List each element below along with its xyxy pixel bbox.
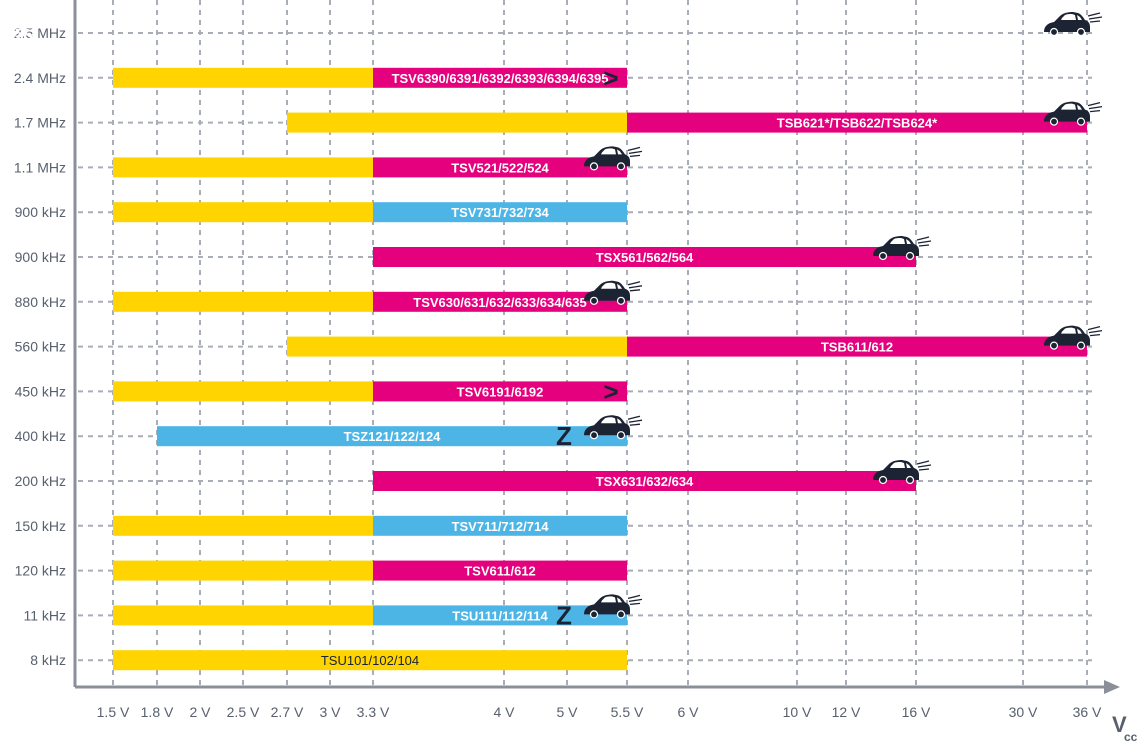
bar-part-label: TSV731/732/734 <box>451 205 549 220</box>
bar-low-voltage <box>113 291 373 312</box>
y-tick-label: 450 kHz <box>15 383 66 399</box>
bar-standard <box>373 291 627 312</box>
bar-part-label: TSV611/612 <box>464 564 536 579</box>
x-tick-label: 5 V <box>556 704 578 720</box>
bar-low-voltage <box>287 112 627 133</box>
bar-part-label: TSV521/522/524 <box>451 160 549 175</box>
bar-standard <box>627 336 1087 357</box>
bar-standard <box>373 247 916 267</box>
bar-part-label: TSB611/612 <box>821 340 893 355</box>
bar-standard <box>373 157 627 178</box>
automotive-car-icon <box>583 280 643 305</box>
bar-low-voltage <box>113 560 373 581</box>
bar-nano-power <box>373 605 627 626</box>
bar-part-label: TSV711/712/714 <box>452 519 550 534</box>
bar-standard <box>373 471 916 491</box>
x-tick-label: 16 V <box>902 704 931 720</box>
bar-standard <box>373 560 627 581</box>
y-tick-label: 880 kHz <box>15 294 66 310</box>
y-tick-label: 8 kHz <box>30 652 66 668</box>
x-tick-label: 6 V <box>677 704 699 720</box>
x-tick-label: 1.5 V <box>97 704 130 720</box>
bar-low-voltage <box>113 381 373 402</box>
x-tick-label: 36 V <box>1073 704 1102 720</box>
bar-part-label: TSB571/572 <box>0 26 37 41</box>
bar-low-voltage <box>113 67 373 88</box>
y-tick-label: 120 kHz <box>15 563 66 579</box>
y-tick-label: 150 kHz <box>15 518 66 534</box>
x-tick-label: 3 V <box>319 704 341 720</box>
y-tick-label: 400 kHz <box>15 428 66 444</box>
bar-part-label: TSV630/631/632/633/634/635 <box>413 295 586 310</box>
bar-nano-power <box>373 515 627 536</box>
x-axis-arrow <box>1104 680 1120 694</box>
bar-part-label: TSV6191/6192 <box>457 384 544 399</box>
bar-part-label: TSX561/562/564 <box>596 250 694 265</box>
automotive-car-icon <box>1043 100 1103 126</box>
high-accuracy-glyph: > <box>603 63 618 93</box>
automotive-car-icon <box>872 459 932 485</box>
high-accuracy-glyph: > <box>603 376 618 406</box>
x-tick-label: 12 V <box>832 704 861 720</box>
zero-drift-glyph: Z <box>556 421 572 451</box>
x-tick-label: 2 V <box>189 704 211 720</box>
y-tick-label: 1.7 MHz <box>14 115 66 131</box>
y-tick-label: 2.5 MHz <box>14 25 66 41</box>
y-tick-label: 11 kHz <box>23 607 66 623</box>
bar-part-label: TSU111/112/114 <box>452 608 548 623</box>
bar-part-label: TSB621*/TSB622/TSB624* <box>777 116 938 131</box>
bar-standard <box>373 381 627 402</box>
axes <box>73 0 1120 694</box>
y-tick-label: 900 kHz <box>15 204 66 220</box>
x-axis-title: V <box>1112 712 1127 737</box>
x-axis-title-subscript: cc <box>1124 730 1138 744</box>
x-tick-label: 4 V <box>493 704 515 720</box>
bar-low-voltage <box>113 650 627 671</box>
bar-standard <box>627 112 1087 133</box>
y-tick-label: 1.1 MHz <box>14 159 66 175</box>
automotive-car-icon <box>583 414 643 440</box>
x-tick-label: 10 V <box>783 704 812 720</box>
labels: V cc 1.5 V 1.8 V 2 V 2.5 V 2.7 V 3 V 3.3 V 4 V 5… <box>0 11 1138 744</box>
automotive-car-icon <box>1043 11 1103 37</box>
x-tick-label: 2.5 V <box>227 704 260 720</box>
bar-nano-power <box>373 202 627 223</box>
y-tick-label: 2.4 MHz <box>14 70 66 86</box>
automotive-car-icon <box>1043 324 1103 350</box>
x-tick-label: 3.3 V <box>357 704 390 720</box>
bar-nano-power <box>157 426 627 447</box>
automotive-car-icon <box>583 145 643 171</box>
x-tick-label: 1.8 V <box>141 704 174 720</box>
bar-part-label: TSU101/102/104 <box>321 653 419 668</box>
x-tick-label: 30 V <box>1009 704 1038 720</box>
zero-drift-glyph: Z <box>556 600 572 630</box>
bar-low-voltage <box>113 515 373 536</box>
x-tick-label: 2.7 V <box>271 704 304 720</box>
y-tick-label: 200 kHz <box>15 473 66 489</box>
bar-part-label: TSZ121/122/124 <box>344 429 442 444</box>
bar-low-voltage <box>113 202 373 223</box>
y-tick-label: 900 kHz <box>15 249 66 265</box>
automotive-car-icon <box>872 235 932 261</box>
y-tick-label: 560 kHz <box>15 339 66 355</box>
bar-part-label: TSV6390/6391/6392/6393/6394/6395 <box>392 71 609 86</box>
bar-standard <box>373 67 627 88</box>
bar-part-label: TSX631/632/634 <box>596 474 694 489</box>
bar-low-voltage <box>113 157 373 178</box>
x-tick-label: 5.5 V <box>611 704 644 720</box>
bar-low-voltage <box>113 605 373 626</box>
automotive-car-icon <box>583 593 643 619</box>
bars <box>113 67 1087 671</box>
bar-low-voltage <box>287 336 627 357</box>
